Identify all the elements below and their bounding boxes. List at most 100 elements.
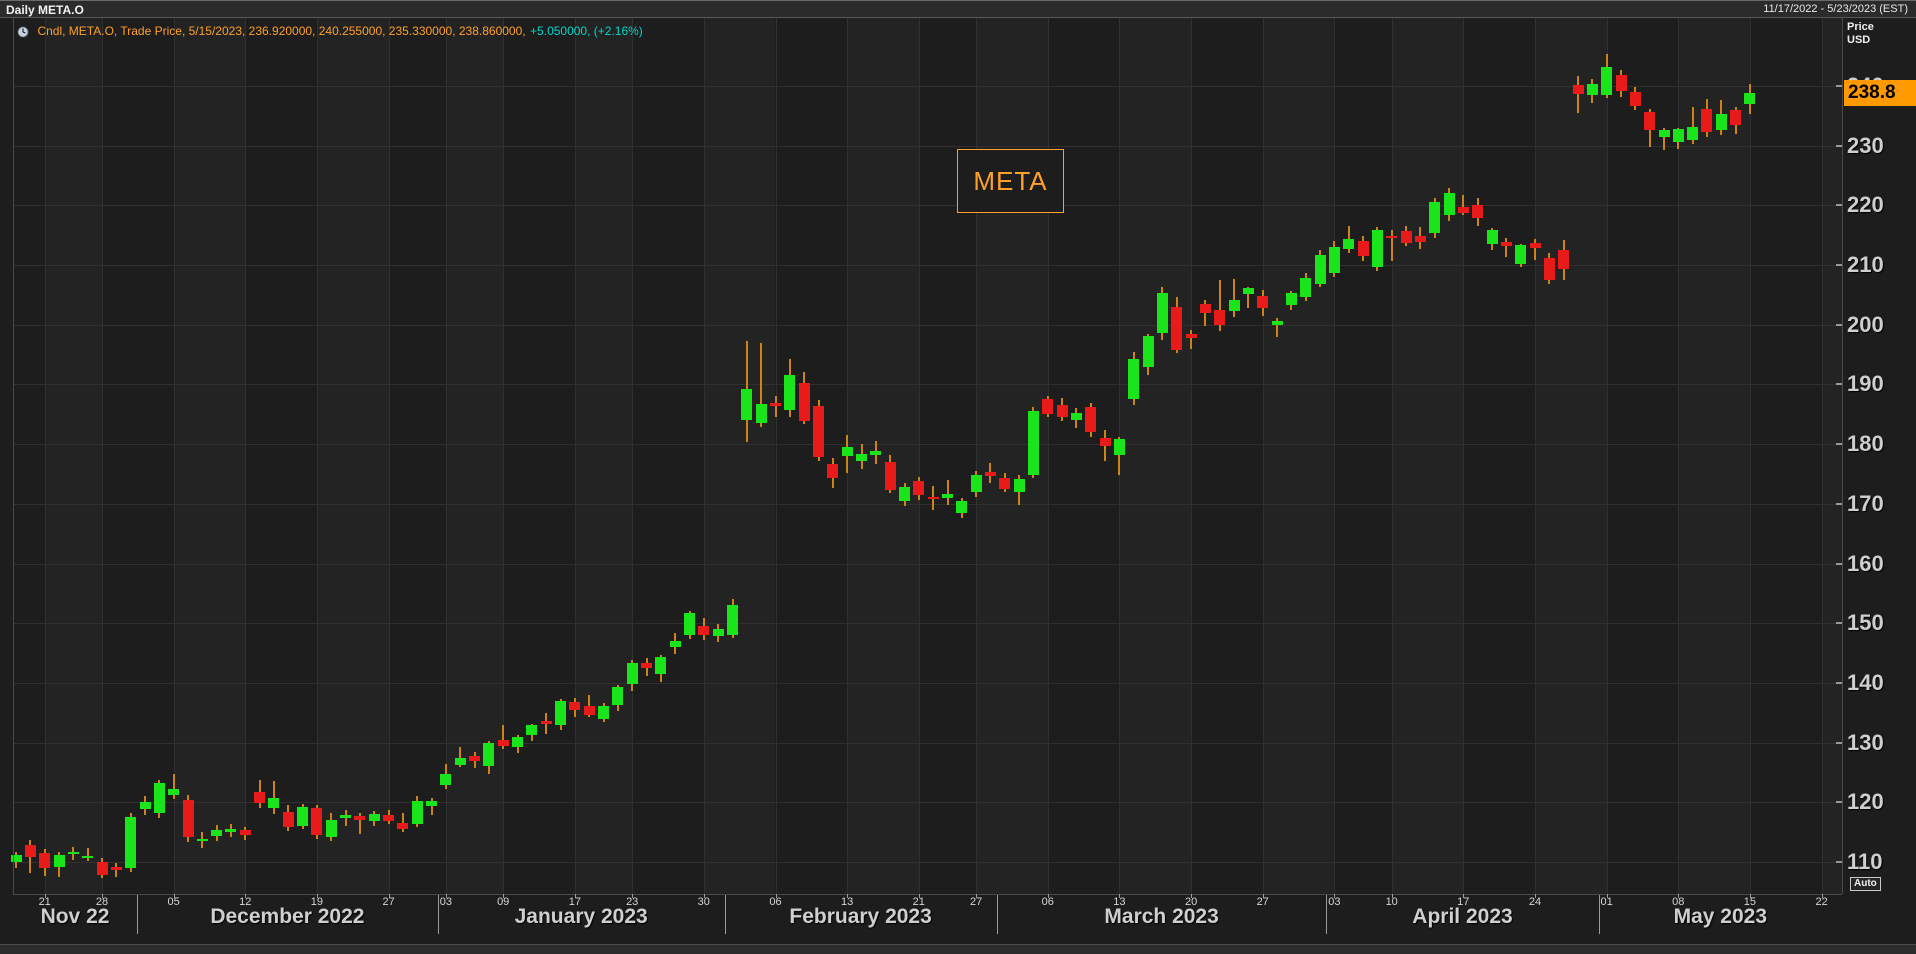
candle: [1185, 334, 1197, 338]
candle-wick: [1534, 239, 1536, 261]
candle: [1500, 242, 1512, 247]
candle-wick: [459, 747, 462, 768]
week-tick-label: 10: [1385, 896, 1398, 908]
candle: [426, 800, 438, 806]
candle-wick: [1276, 317, 1278, 338]
week-tick-mark: [1191, 894, 1193, 898]
candle: [598, 705, 609, 719]
month-label: December 2022: [210, 905, 365, 928]
candle: [1242, 288, 1254, 295]
grid-line-v: [503, 18, 505, 894]
price-tick-label: 170: [1847, 490, 1884, 516]
candle: [1228, 299, 1240, 311]
price-tick-dash: [1836, 264, 1842, 266]
week-tick-mark: [1606, 894, 1608, 898]
week-band: [316, 18, 389, 894]
candle: [268, 797, 280, 809]
candle: [927, 496, 939, 499]
candle: [1400, 231, 1412, 243]
month-separator: [437, 895, 439, 934]
grid-line-h: [13, 324, 1842, 326]
candle: [1113, 438, 1125, 456]
month-label: January 2023: [514, 905, 648, 928]
auto-scale-button[interactable]: Auto: [1850, 877, 1881, 891]
candle: [1357, 240, 1369, 256]
week-tick-mark: [388, 894, 390, 898]
price-tick-dash: [1836, 562, 1842, 565]
week-tick-mark: [445, 894, 447, 898]
grid-line-h: [13, 862, 1842, 863]
price-tick-label: 180: [1847, 431, 1884, 457]
week-band: [1391, 18, 1464, 894]
week-tick-label: 03: [1328, 896, 1341, 908]
grid-line-h: [13, 682, 1842, 684]
candle: [368, 814, 380, 822]
candle: [1572, 84, 1584, 95]
candle: [497, 739, 509, 746]
month-label: May 2023: [1673, 905, 1767, 928]
chart-title: Daily META.O: [6, 3, 84, 17]
candle: [440, 774, 452, 786]
candle-wick: [172, 774, 175, 799]
candle: [899, 486, 910, 502]
candle: [612, 686, 624, 705]
candle: [469, 755, 481, 762]
grid-line-v: [976, 18, 978, 894]
candle: [856, 453, 867, 462]
candle: [53, 854, 65, 868]
candle: [10, 854, 22, 862]
month-label: Nov 22: [40, 905, 110, 928]
candle-wick: [1218, 279, 1221, 332]
candle: [956, 500, 968, 513]
candle: [1386, 235, 1398, 238]
week-tick-mark: [1391, 894, 1393, 898]
candle: [1285, 293, 1297, 305]
candle-wick: [1663, 128, 1665, 151]
candle: [96, 862, 108, 875]
week-tick-mark: [503, 894, 505, 898]
candle: [684, 613, 695, 636]
plot-border-right: [1842, 18, 1843, 894]
series-legend[interactable]: Cndl, META.O, Trade Price, 5/15/2023, 23…: [17, 22, 643, 38]
price-axis-title: Price: [1847, 21, 1874, 33]
month-label: April 2023: [1412, 905, 1513, 928]
candle: [411, 800, 423, 824]
candle-wick: [272, 780, 275, 814]
grid-line-v: [775, 18, 777, 894]
candle: [1543, 257, 1555, 281]
price-tick-dash: [1836, 502, 1842, 505]
grid-line-v: [1535, 18, 1536, 894]
window-bottom-strip: [0, 944, 1916, 954]
candle: [583, 705, 595, 716]
candle: [1328, 246, 1340, 274]
candle: [1099, 438, 1111, 447]
grid-line-v: [1463, 18, 1465, 894]
candle: [1142, 336, 1154, 367]
week-tick-label: 17: [568, 896, 582, 908]
candle-wick: [1190, 329, 1193, 349]
symbol-annotation-box[interactable]: META: [957, 149, 1064, 213]
week-tick-label: 28: [95, 896, 109, 908]
week-tick-label: 06: [769, 896, 782, 908]
week-band: [1119, 18, 1192, 894]
candle: [770, 402, 781, 407]
candle: [1644, 112, 1656, 131]
week-tick-label: 22: [1815, 896, 1828, 908]
candle: [540, 721, 552, 725]
week-tick-label: 09: [497, 896, 510, 908]
grid-line-h: [13, 85, 1842, 87]
candle: [254, 792, 266, 803]
candle: [1443, 193, 1455, 215]
price-tick-label: 220: [1847, 192, 1884, 218]
week-tick-label: 19: [310, 896, 324, 908]
candle: [1027, 410, 1039, 476]
candle: [1013, 478, 1025, 492]
candle-wick: [401, 813, 404, 832]
candle: [1070, 413, 1082, 421]
week-tick-mark: [173, 894, 175, 898]
candle: [712, 629, 724, 636]
candle: [311, 808, 323, 836]
week-tick-mark: [1463, 894, 1465, 898]
price-tick-dash: [1836, 443, 1842, 446]
